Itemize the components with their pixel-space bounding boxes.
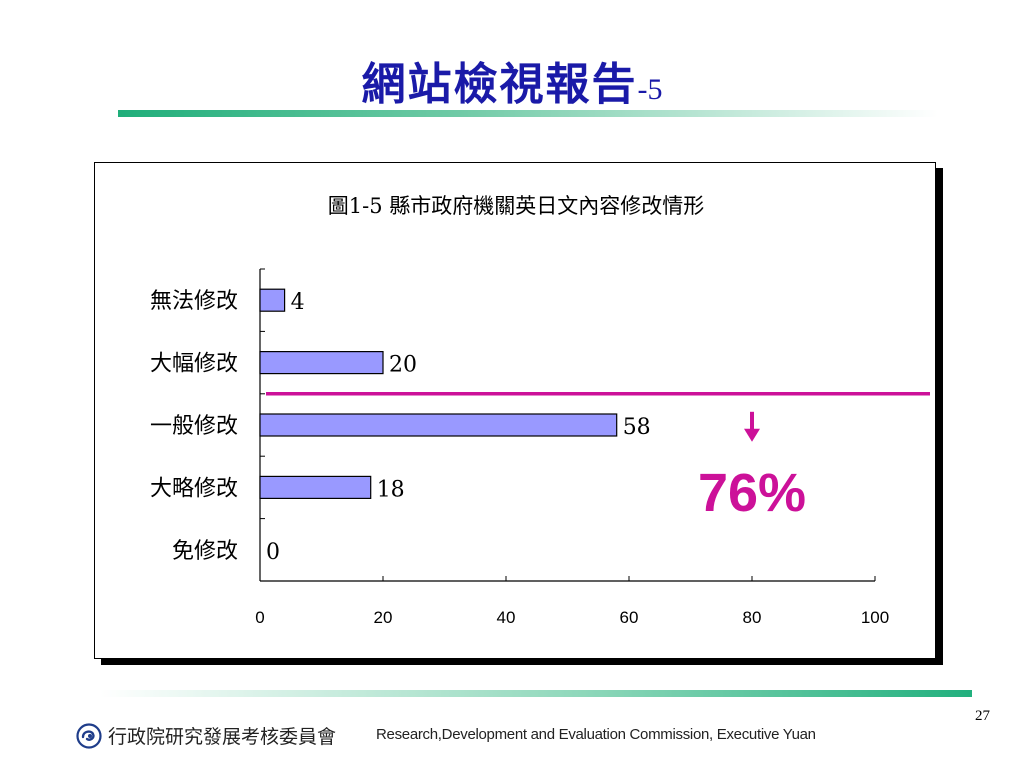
x-tick-label: 80 — [743, 608, 762, 627]
slide-title-main: 網站檢視報告 — [361, 59, 638, 110]
x-tick-label: 60 — [620, 608, 639, 627]
footer-org-zh: 行政院研究發展考核委員會 — [108, 726, 337, 748]
slide-title: 網站檢視報告-5 — [0, 48, 1024, 112]
value-label: 18 — [377, 477, 405, 502]
bar — [259, 475, 372, 499]
category-label: 免修改 — [172, 539, 238, 564]
footer-org-en: Research,Development and Evaluation Comm… — [376, 726, 816, 743]
x-tick-label: 0 — [255, 608, 264, 627]
category-label: 大略修改 — [150, 476, 238, 501]
value-label: 4 — [291, 290, 305, 315]
page-number: 27 — [975, 708, 990, 724]
annotation-percentage: 76% — [698, 463, 806, 523]
rdec-logo-icon — [76, 723, 102, 749]
footer-rule — [100, 690, 972, 697]
x-tick-label: 20 — [374, 608, 393, 627]
bar — [259, 413, 618, 437]
x-tick-label: 100 — [861, 608, 889, 627]
value-label: 0 — [266, 540, 280, 565]
bar — [259, 351, 384, 375]
category-label: 無法修改 — [150, 289, 238, 314]
title-underline — [118, 110, 938, 117]
down-arrow-icon — [744, 428, 760, 442]
value-label: 58 — [623, 415, 651, 440]
chart-frame: 圖1-5 縣市政府機關英日文內容修改情形 0 20 40 60 80 100 無法修改 4 大幅… — [94, 162, 936, 659]
category-label: 一般修改 — [150, 414, 238, 439]
slide-title-suffix: -5 — [637, 73, 663, 106]
x-tick-label: 40 — [497, 608, 516, 627]
bar-chart: 圖1-5 縣市政府機關英日文內容修改情形 0 20 40 60 80 100 無法修改 4 大幅… — [150, 194, 930, 627]
bar — [259, 288, 286, 312]
chart-title: 圖1-5 縣市政府機關英日文內容修改情形 — [328, 194, 705, 218]
category-label: 大幅修改 — [150, 352, 238, 377]
value-label: 20 — [389, 353, 417, 378]
